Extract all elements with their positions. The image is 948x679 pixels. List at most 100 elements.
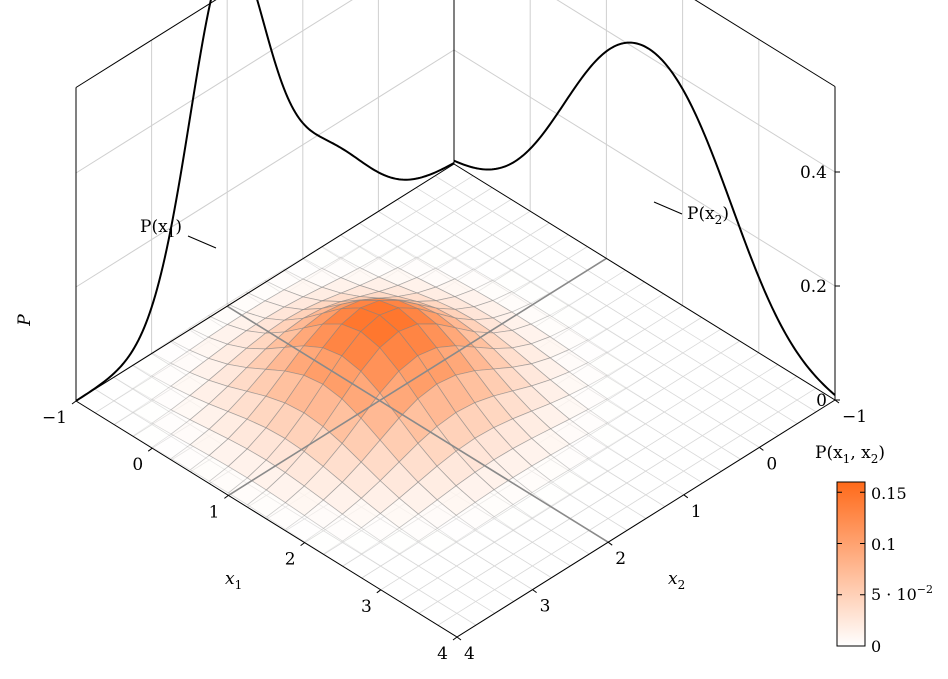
x1-tick-label: −1 <box>42 408 67 428</box>
surface-patch <box>606 363 646 389</box>
surface-patch <box>606 434 647 460</box>
marginal-curve-x2 <box>75 0 455 402</box>
surface-patch <box>494 529 533 554</box>
surface-patch <box>360 540 401 567</box>
surface-patch <box>453 245 494 270</box>
surface-patch <box>626 423 665 448</box>
surface-patch <box>322 513 363 542</box>
surface-patch <box>587 398 628 424</box>
surface-patch <box>606 387 647 412</box>
surface-patch <box>170 444 210 471</box>
surface-patch <box>436 540 477 567</box>
surface-patch <box>340 223 379 247</box>
colorbar-tick-label: 0.1 <box>871 535 896 554</box>
surface-patch <box>492 246 531 270</box>
frame-edge <box>453 163 836 401</box>
z-tick-label: 0 <box>816 391 827 411</box>
frame-edge <box>694 0 836 87</box>
surface-patch <box>380 553 419 578</box>
surface-patch <box>132 375 172 400</box>
surface-patch <box>113 411 153 437</box>
tick-labels: −1 0 1 2 3 4 −1 0 1 2 3 4 0 0.2 0.4 <box>42 163 867 664</box>
mean-line-x1 <box>227 257 607 497</box>
x2-tick-label: 0 <box>766 454 777 474</box>
frame-edge <box>75 163 455 402</box>
z-tick-label: 0.4 <box>800 163 827 183</box>
surface-patch <box>567 293 608 318</box>
mean-lines <box>226 257 609 543</box>
surface-patch <box>284 515 325 543</box>
surface-patch <box>113 387 153 413</box>
x1-tick-label: 3 <box>361 597 372 617</box>
x1-tick-label: 0 <box>132 455 143 475</box>
colorbar-tick-label: 0.15 <box>871 484 907 503</box>
wall-gridline <box>75 0 836 174</box>
x1-tick-label: 1 <box>209 502 220 522</box>
x2-tick-mark <box>683 494 689 499</box>
surface-patch <box>588 470 627 495</box>
surface-patch <box>607 459 646 483</box>
x2-tick-label: 2 <box>615 549 626 569</box>
x2-tick-label: 1 <box>691 502 702 522</box>
surface-patch <box>341 497 382 529</box>
marginal-2-label: P(x2) <box>687 204 729 227</box>
surface-patch <box>303 499 344 529</box>
surface-patch <box>416 223 455 247</box>
surface-patch <box>398 540 439 567</box>
surface-patch <box>626 399 665 424</box>
floor-gridline <box>434 175 817 413</box>
surface-patch <box>569 481 609 507</box>
surface-patch <box>587 446 628 472</box>
surface-patch <box>531 480 571 507</box>
surface-patch <box>550 443 590 470</box>
surface-patch <box>493 477 533 506</box>
surface-patch <box>626 376 665 400</box>
surface-patch <box>379 527 420 555</box>
colorbar-tick-label: 5 · 10−2 <box>871 583 933 604</box>
x2-tick-mark <box>456 636 462 641</box>
marginal-curve-x1 <box>453 41 836 396</box>
surface-patch <box>606 317 645 341</box>
frame-edge <box>75 0 217 88</box>
x1-tick-mark <box>376 589 382 594</box>
surface-patch <box>417 499 457 529</box>
surface-patch <box>550 468 590 495</box>
surface-patch <box>246 489 287 518</box>
surface-patch <box>587 374 627 400</box>
x1-tick-mark <box>300 542 305 546</box>
surface-patch <box>606 340 646 365</box>
colorbar <box>836 481 866 647</box>
surface-patch <box>455 528 496 555</box>
surface-patch <box>549 304 589 328</box>
surface-patch <box>303 527 344 555</box>
surface-patch <box>417 527 458 555</box>
x2-tick-label: 3 <box>540 597 551 617</box>
surface-patch <box>569 457 609 483</box>
surface-patch <box>568 316 608 341</box>
surface-patch <box>587 422 628 448</box>
floor-gridline <box>94 388 477 626</box>
surface-patch <box>378 223 417 247</box>
surface-patch <box>94 376 133 401</box>
surface-patch <box>606 410 647 436</box>
surface-patch <box>434 234 475 259</box>
surface-patch <box>131 352 172 377</box>
mean-line-x2 <box>226 305 609 543</box>
x2-tick-mark <box>532 589 537 593</box>
floor-gridline <box>415 187 798 425</box>
surface-patch <box>512 492 552 519</box>
x1-tick-mark <box>71 400 77 405</box>
surface-patch <box>132 422 172 448</box>
colorbar-title: P(x1, x2) <box>815 443 885 466</box>
x2-tick-mark <box>607 541 613 546</box>
z-axis-label: P <box>15 314 35 327</box>
x1-tick-label: 2 <box>285 550 296 570</box>
surface-patch <box>472 257 513 281</box>
axes-frame <box>75 0 836 638</box>
surface-patch <box>626 352 664 377</box>
surface-patch <box>379 497 419 529</box>
x2-axis-label: x2 <box>668 569 685 592</box>
surface-patch <box>455 501 495 530</box>
z-tick-label: 0.2 <box>800 277 827 297</box>
